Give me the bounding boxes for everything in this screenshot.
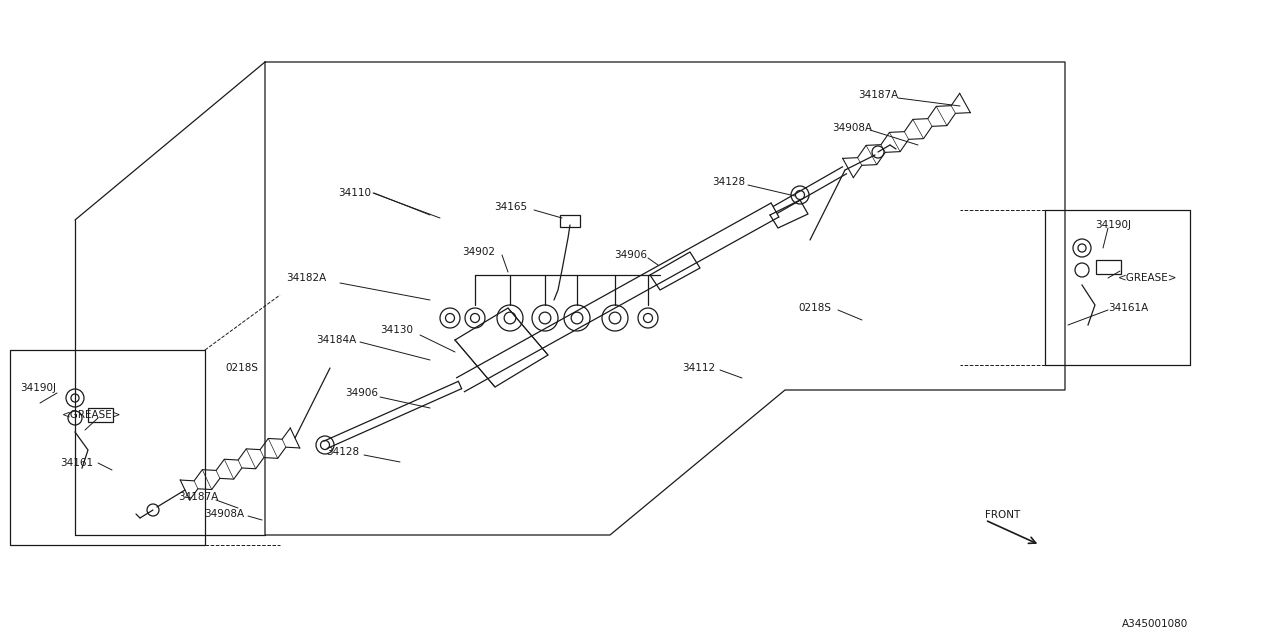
- Circle shape: [68, 411, 82, 425]
- Text: 34190J: 34190J: [1094, 220, 1132, 230]
- Text: 34184A: 34184A: [316, 335, 356, 345]
- Text: 34112: 34112: [682, 363, 716, 373]
- Text: 34908A: 34908A: [832, 123, 872, 133]
- Circle shape: [602, 305, 628, 331]
- Circle shape: [316, 436, 334, 454]
- Text: A345001080: A345001080: [1121, 619, 1188, 629]
- Circle shape: [791, 186, 809, 204]
- Text: 34110: 34110: [338, 188, 371, 198]
- Text: 34130: 34130: [380, 325, 413, 335]
- Text: 34128: 34128: [326, 447, 360, 457]
- Circle shape: [1075, 263, 1089, 277]
- Text: 34908A: 34908A: [204, 509, 244, 519]
- Text: 34906: 34906: [614, 250, 646, 260]
- Text: 34128: 34128: [712, 177, 745, 187]
- Text: 0218S: 0218S: [225, 363, 259, 373]
- Text: 34187A: 34187A: [178, 492, 219, 502]
- Circle shape: [147, 504, 159, 516]
- Bar: [561, 215, 580, 227]
- Circle shape: [497, 305, 524, 331]
- Text: 34187A: 34187A: [858, 90, 899, 100]
- Text: 34165: 34165: [494, 202, 527, 212]
- Text: 0218S: 0218S: [797, 303, 831, 313]
- Bar: [88, 408, 113, 422]
- Text: 34161: 34161: [60, 458, 93, 468]
- Text: 34906: 34906: [346, 388, 378, 398]
- Text: 34182A: 34182A: [285, 273, 326, 283]
- Circle shape: [637, 308, 658, 328]
- Text: <GREASE>: <GREASE>: [61, 410, 122, 420]
- Circle shape: [465, 308, 485, 328]
- Circle shape: [872, 146, 884, 158]
- Text: 34161A: 34161A: [1108, 303, 1148, 313]
- Circle shape: [1073, 239, 1091, 257]
- Text: 34902: 34902: [462, 247, 495, 257]
- Circle shape: [67, 389, 84, 407]
- Circle shape: [532, 305, 558, 331]
- Text: FRONT: FRONT: [986, 510, 1020, 520]
- Circle shape: [564, 305, 590, 331]
- Text: <GREASE>: <GREASE>: [1117, 273, 1178, 283]
- Bar: [1096, 260, 1121, 274]
- Circle shape: [440, 308, 460, 328]
- Text: 34190J: 34190J: [20, 383, 56, 393]
